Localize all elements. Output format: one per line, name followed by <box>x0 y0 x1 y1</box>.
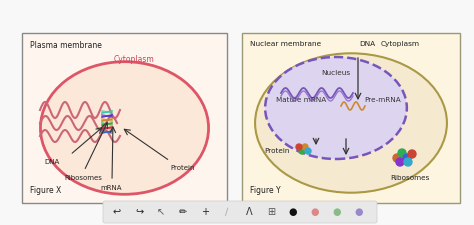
Text: Plasma membrane: Plasma membrane <box>30 41 102 50</box>
Circle shape <box>396 158 404 166</box>
Text: ⊞: ⊞ <box>267 207 275 217</box>
Text: Nuclear membrane: Nuclear membrane <box>250 41 321 47</box>
Text: Figure Y: Figure Y <box>250 186 281 195</box>
Text: Cytoplasm: Cytoplasm <box>114 55 155 64</box>
Text: Pre-mRNA: Pre-mRNA <box>364 97 401 103</box>
Text: ∕: ∕ <box>225 207 228 217</box>
Text: ●: ● <box>289 207 297 217</box>
Text: DNA: DNA <box>44 159 59 165</box>
Text: ↩: ↩ <box>113 207 121 217</box>
Text: ●: ● <box>333 207 341 217</box>
Text: Protein: Protein <box>170 165 194 171</box>
Text: ↪: ↪ <box>135 207 143 217</box>
FancyBboxPatch shape <box>103 201 377 223</box>
Ellipse shape <box>40 62 209 194</box>
FancyBboxPatch shape <box>22 33 227 203</box>
Text: Cytoplasm: Cytoplasm <box>381 41 420 47</box>
Circle shape <box>398 149 406 157</box>
Text: Protein: Protein <box>264 148 290 154</box>
Circle shape <box>408 150 416 158</box>
Text: DNA: DNA <box>359 41 375 47</box>
Text: Λ: Λ <box>246 207 252 217</box>
Text: mRNA: mRNA <box>100 185 121 191</box>
Circle shape <box>393 154 401 162</box>
Circle shape <box>299 148 305 154</box>
Text: Ribosomes: Ribosomes <box>64 175 102 181</box>
Text: ●: ● <box>311 207 319 217</box>
Ellipse shape <box>255 53 447 193</box>
Circle shape <box>305 148 311 154</box>
Circle shape <box>302 144 308 150</box>
Text: ↖: ↖ <box>157 207 165 217</box>
Text: ●: ● <box>355 207 363 217</box>
Text: ✏: ✏ <box>179 207 187 217</box>
Circle shape <box>296 144 302 150</box>
FancyBboxPatch shape <box>242 33 460 203</box>
Text: Ribosomes: Ribosomes <box>390 175 430 181</box>
Circle shape <box>403 154 411 162</box>
Circle shape <box>404 158 412 166</box>
Text: +: + <box>201 207 209 217</box>
Text: Figure X: Figure X <box>30 186 61 195</box>
Ellipse shape <box>265 57 407 159</box>
Text: Mature mRNA: Mature mRNA <box>276 97 326 103</box>
Text: Nucleus: Nucleus <box>321 70 351 76</box>
